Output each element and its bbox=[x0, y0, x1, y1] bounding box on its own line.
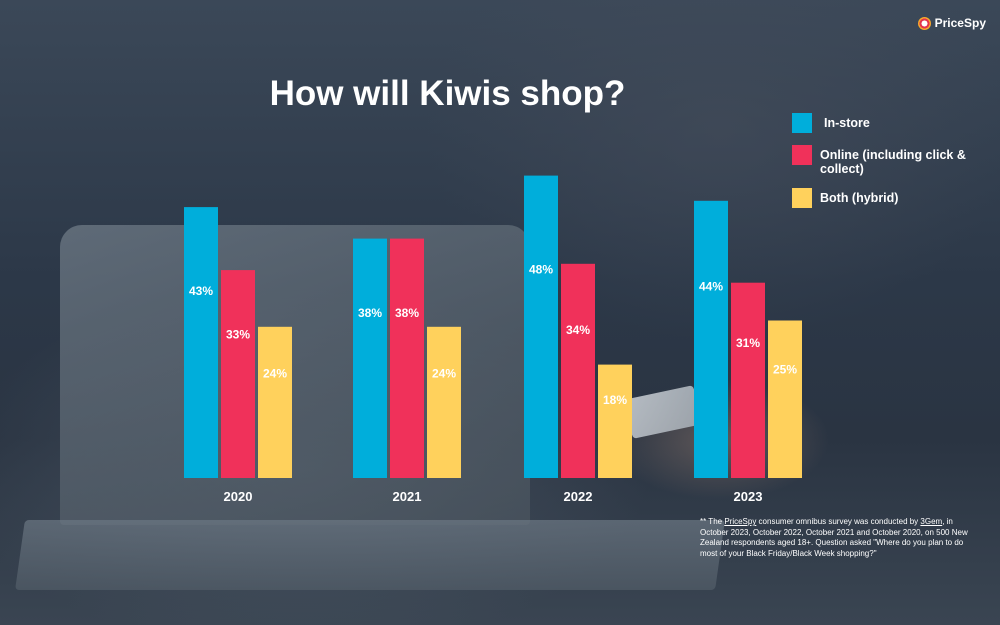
footnote-mid: consumer omnibus survey was conducted by bbox=[756, 517, 921, 526]
bar-in-store-2020 bbox=[184, 207, 218, 478]
bar-online-2020 bbox=[221, 270, 255, 478]
x-tick-label-2023: 2023 bbox=[734, 489, 763, 504]
bar-online-2022 bbox=[561, 263, 595, 478]
bar-label-online-2020: 33% bbox=[226, 328, 250, 342]
bar-label-both-2020: 24% bbox=[263, 367, 287, 381]
bar-in-store-2021 bbox=[353, 238, 387, 478]
bar-online-2023 bbox=[731, 282, 765, 478]
chart-title: How will Kiwis shop? bbox=[269, 74, 626, 113]
legend-item-in-store: In-store bbox=[792, 113, 974, 133]
footnote-3gem-link[interactable]: 3Gem bbox=[920, 517, 943, 526]
bar-label-both-2022: 18% bbox=[603, 393, 627, 407]
bar-label-both-2021: 24% bbox=[432, 367, 456, 381]
bar-label-in-store-2020: 43% bbox=[189, 284, 213, 298]
survey-footnote: ** The PriceSpy consumer omnibus survey … bbox=[700, 517, 975, 559]
legend-label-online: Online (including click & collect) bbox=[820, 148, 966, 176]
footnote-pricespy-link[interactable]: PriceSpy bbox=[724, 517, 757, 526]
bar-label-online-2023: 31% bbox=[736, 336, 760, 350]
legend-item-both: Both (hybrid) bbox=[792, 188, 970, 208]
footnote-prefix: ** The bbox=[700, 517, 725, 526]
bar-both-2022 bbox=[598, 364, 632, 478]
legend-item-online: Online (including click & collect) bbox=[792, 145, 970, 176]
x-tick-label-2022: 2022 bbox=[564, 489, 593, 504]
legend-swatch-both bbox=[792, 188, 812, 208]
bar-label-in-store-2022: 48% bbox=[529, 262, 553, 276]
legend-swatch-in-store bbox=[792, 113, 812, 133]
pricespy-logo-icon bbox=[917, 16, 931, 30]
legend-label-in-store: In-store bbox=[824, 116, 870, 130]
legend-label-both: Both (hybrid) bbox=[820, 191, 899, 205]
bar-label-online-2022: 34% bbox=[566, 323, 590, 337]
bar-both-2021 bbox=[427, 326, 461, 478]
x-tick-label-2021: 2021 bbox=[393, 489, 422, 504]
bar-label-in-store-2021: 38% bbox=[358, 306, 382, 320]
footnote-rest: , in October 2023, October 2022, October… bbox=[700, 517, 968, 558]
pricespy-logo[interactable]: PriceSpy bbox=[917, 16, 986, 30]
bar-both-2020 bbox=[258, 326, 292, 478]
x-tick-label-2020: 2020 bbox=[224, 489, 253, 504]
logo-text: PriceSpy bbox=[934, 16, 986, 30]
bar-in-store-2022 bbox=[524, 175, 558, 478]
bar-online-2021 bbox=[390, 238, 424, 478]
bar-label-in-store-2023: 44% bbox=[699, 280, 723, 294]
bar-in-store-2023 bbox=[694, 200, 728, 479]
legend-swatch-online bbox=[792, 145, 812, 165]
bar-both-2023 bbox=[768, 320, 802, 478]
bar-label-online-2021: 38% bbox=[395, 306, 419, 320]
bar-label-both-2023: 25% bbox=[773, 362, 797, 376]
